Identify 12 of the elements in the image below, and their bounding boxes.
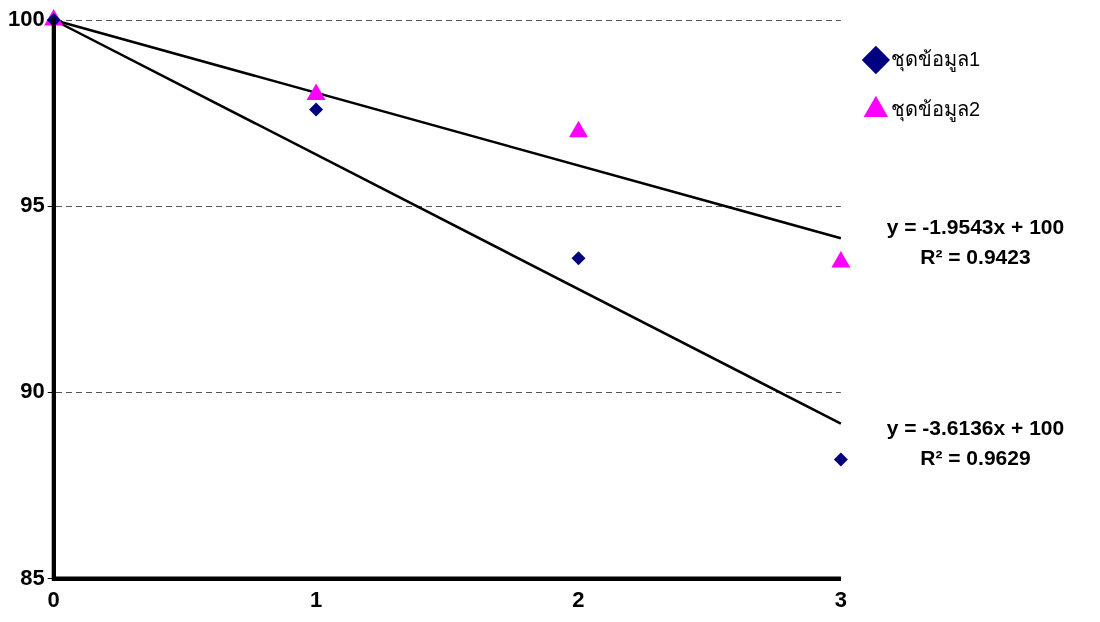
x-tick-label: 2 (572, 586, 585, 612)
text: y = -1.9543x + 100 R² = 0.9423 (886, 215, 1065, 269)
y-tick-label: 95 (20, 192, 45, 218)
y-tick-label: 85 (20, 564, 45, 590)
text: y = -3.6136x + 100 R² = 0.9629 (886, 416, 1065, 470)
y-tick-label: 100 (7, 6, 45, 32)
y-tick-label: 90 (20, 378, 45, 404)
x-tick-label: 0 (47, 586, 60, 612)
x-tick-label: 1 (309, 586, 323, 612)
legend-label: ชุดข้อมูล1 (890, 47, 980, 72)
legend-label: ชุดข้อมูล2 (890, 97, 980, 122)
x-tick-label: 3 (834, 586, 847, 612)
